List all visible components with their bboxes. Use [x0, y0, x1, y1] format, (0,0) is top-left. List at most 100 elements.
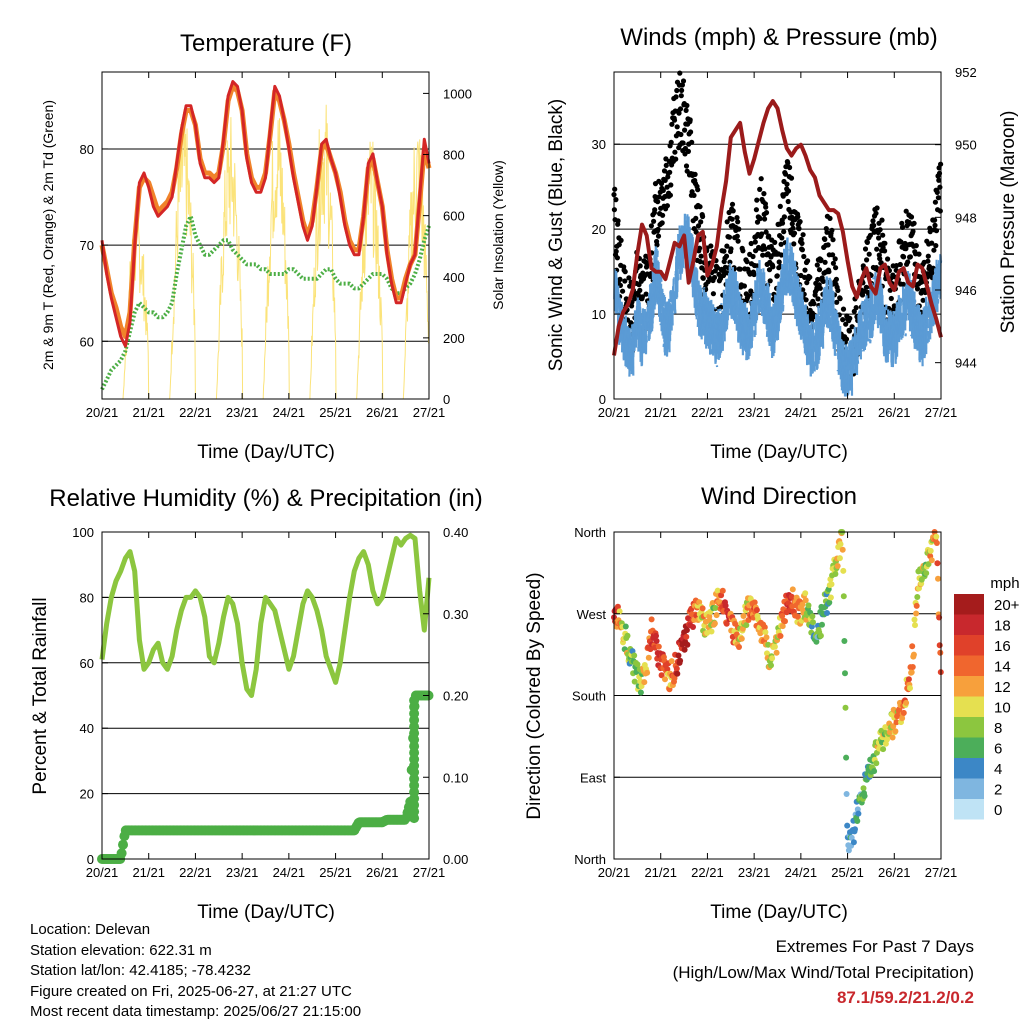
direction-point	[900, 709, 907, 716]
gust-point	[834, 299, 840, 305]
colorbar-swatch	[954, 799, 984, 820]
gust-point	[697, 245, 703, 251]
gust-point	[840, 306, 847, 312]
colorbar-label: 8	[994, 720, 1002, 737]
colorbar-label: 2	[994, 782, 1002, 799]
direction-grid	[614, 613, 941, 778]
direction-point	[813, 638, 820, 645]
gust-point	[744, 259, 750, 265]
direction-point	[803, 616, 810, 623]
gust-point	[677, 106, 684, 112]
direction-point	[655, 643, 662, 650]
gust-point	[900, 281, 906, 287]
gust-point	[866, 251, 872, 257]
gust-point	[788, 175, 795, 181]
direction-data	[611, 529, 944, 854]
gust-point	[774, 273, 780, 279]
gust-point	[853, 305, 859, 311]
gust-point	[876, 235, 882, 241]
direction-point	[747, 595, 754, 602]
direction-point	[824, 610, 830, 616]
gust-point	[748, 240, 754, 247]
gust-point	[830, 252, 836, 258]
direction-point	[913, 610, 920, 617]
gust-point	[678, 131, 684, 138]
gust-point	[867, 232, 874, 238]
gust-point	[809, 317, 815, 323]
gust-point	[936, 177, 942, 183]
direction-point	[826, 599, 833, 606]
direction-point	[871, 768, 878, 775]
gust-point	[655, 199, 661, 205]
direction-point	[648, 616, 655, 623]
gust-point	[678, 93, 684, 99]
gust-point	[691, 192, 697, 198]
gust-point	[791, 241, 797, 247]
station-elevation: Station elevation: 622.31 m	[30, 941, 212, 959]
gust-point	[833, 265, 839, 271]
y-tick-label: 80	[80, 590, 94, 605]
gust-point	[937, 208, 943, 214]
gust-point	[871, 222, 877, 229]
direction-point	[696, 599, 703, 606]
gust-point	[784, 181, 790, 187]
direction-point	[903, 699, 910, 706]
direction-point	[762, 629, 769, 636]
x-tick-label: 25/21	[831, 865, 864, 880]
colorbar-label: 6	[994, 741, 1002, 758]
x-tick-label: 27/21	[413, 405, 446, 420]
colorbar-label: 20+	[994, 597, 1020, 614]
x-tick-label: 27/21	[413, 865, 446, 880]
direction-point	[645, 654, 652, 661]
colorbar-label: 4	[994, 761, 1002, 778]
direction-point	[907, 685, 913, 692]
x-tick-label: 24/21	[785, 865, 818, 880]
direction-point	[844, 822, 851, 829]
y-tick-label: North	[574, 525, 606, 540]
gust-point	[726, 234, 733, 240]
gust-point	[700, 213, 706, 220]
gust-point	[679, 87, 685, 93]
gust-point	[617, 276, 623, 282]
gust-point	[795, 214, 801, 220]
gust-point	[862, 246, 869, 252]
gust-point	[658, 180, 665, 187]
direction-point	[802, 597, 809, 604]
y2-tick-label: 946	[955, 283, 977, 298]
colorbar-swatch	[954, 717, 984, 738]
gust-point	[741, 283, 748, 289]
direction-point	[712, 605, 719, 611]
direction-point	[842, 670, 848, 677]
gust-point	[643, 291, 649, 297]
gust-point	[676, 110, 682, 116]
direction-point	[809, 613, 816, 620]
direction-point	[794, 613, 801, 620]
gust-point	[870, 218, 876, 224]
gust-point	[914, 286, 921, 292]
temperature-y-label: 2m & 9m T (Red, Orange) & 2m Td (Green)	[40, 100, 56, 370]
gust-point	[618, 237, 624, 243]
x-tick-label: 24/21	[273, 865, 306, 880]
gust-point	[750, 253, 756, 260]
gust-point	[781, 214, 788, 220]
gust-point	[885, 256, 891, 262]
gust-point	[791, 230, 798, 236]
direction-point	[723, 620, 730, 627]
gust-point	[615, 218, 621, 224]
gust-point	[751, 271, 757, 278]
gust-point	[817, 285, 823, 291]
gust-point	[905, 259, 911, 265]
gust-point	[729, 216, 735, 222]
direction-point	[909, 664, 916, 670]
direction-point	[890, 723, 897, 730]
gust-point	[695, 223, 702, 229]
direction-point	[834, 563, 841, 569]
gust-point	[682, 127, 688, 133]
y-tick-label: 100	[72, 525, 94, 540]
colorbar-swatch	[954, 737, 984, 758]
gust-point	[796, 226, 802, 232]
gust-point	[800, 232, 806, 238]
direction-title: Wind Direction	[701, 483, 857, 510]
gust-point	[763, 210, 770, 216]
direction-point	[684, 641, 691, 648]
